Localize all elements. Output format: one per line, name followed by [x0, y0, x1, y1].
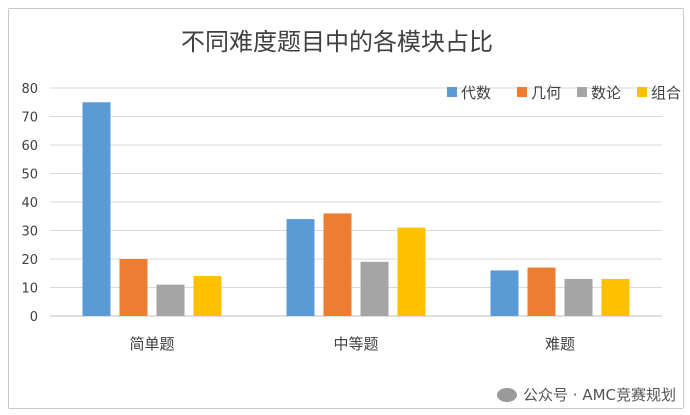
legend: 代数 几何 数论 组合: [447, 84, 681, 102]
y-tick-label: 0: [30, 310, 38, 325]
bar: [397, 227, 426, 316]
y-tick-label: 20: [21, 253, 38, 268]
legend-label: 几何: [531, 84, 561, 102]
bar: [156, 284, 185, 316]
legend-label: 组合: [651, 84, 681, 102]
bar: [601, 278, 630, 316]
y-tick-label: 80: [21, 82, 38, 97]
bar: [119, 259, 148, 316]
y-tick-label: 40: [21, 196, 38, 211]
y-tick-label: 70: [21, 111, 38, 126]
bar: [527, 267, 556, 316]
y-axis: 0 10 20 30 40 50 60 70 80: [21, 82, 38, 325]
gridlines: [50, 87, 662, 317]
legend-label: 代数: [461, 84, 491, 102]
y-tick-label: 30: [21, 225, 38, 240]
bars: [82, 102, 630, 316]
legend-label: 数论: [591, 84, 621, 102]
x-axis: 简单题 中等题 难题: [129, 335, 575, 353]
chart-title: 不同难度题目中的各模块占比: [181, 28, 493, 56]
x-category-label: 难题: [545, 335, 575, 353]
y-tick-label: 60: [21, 139, 38, 154]
legend-swatch: [517, 87, 527, 97]
bar: [360, 261, 389, 316]
watermark-text: 公众号 · AMC竞赛规划: [523, 386, 676, 404]
bar: [323, 213, 352, 316]
x-category-label: 中等题: [333, 335, 378, 353]
wechat-icon: [497, 388, 518, 402]
legend-swatch: [577, 87, 587, 97]
watermark: 公众号 · AMC竞赛规划: [497, 384, 676, 405]
bar: [286, 219, 315, 316]
bar: [564, 278, 593, 316]
y-tick-label: 50: [21, 168, 38, 183]
bar: [490, 270, 519, 316]
legend-swatch: [637, 87, 647, 97]
bar: [82, 102, 111, 316]
x-category-label: 简单题: [129, 335, 174, 353]
legend-swatch: [447, 87, 457, 97]
chart-frame: [8, 8, 684, 409]
bar: [193, 276, 222, 316]
y-tick-label: 10: [21, 282, 38, 297]
